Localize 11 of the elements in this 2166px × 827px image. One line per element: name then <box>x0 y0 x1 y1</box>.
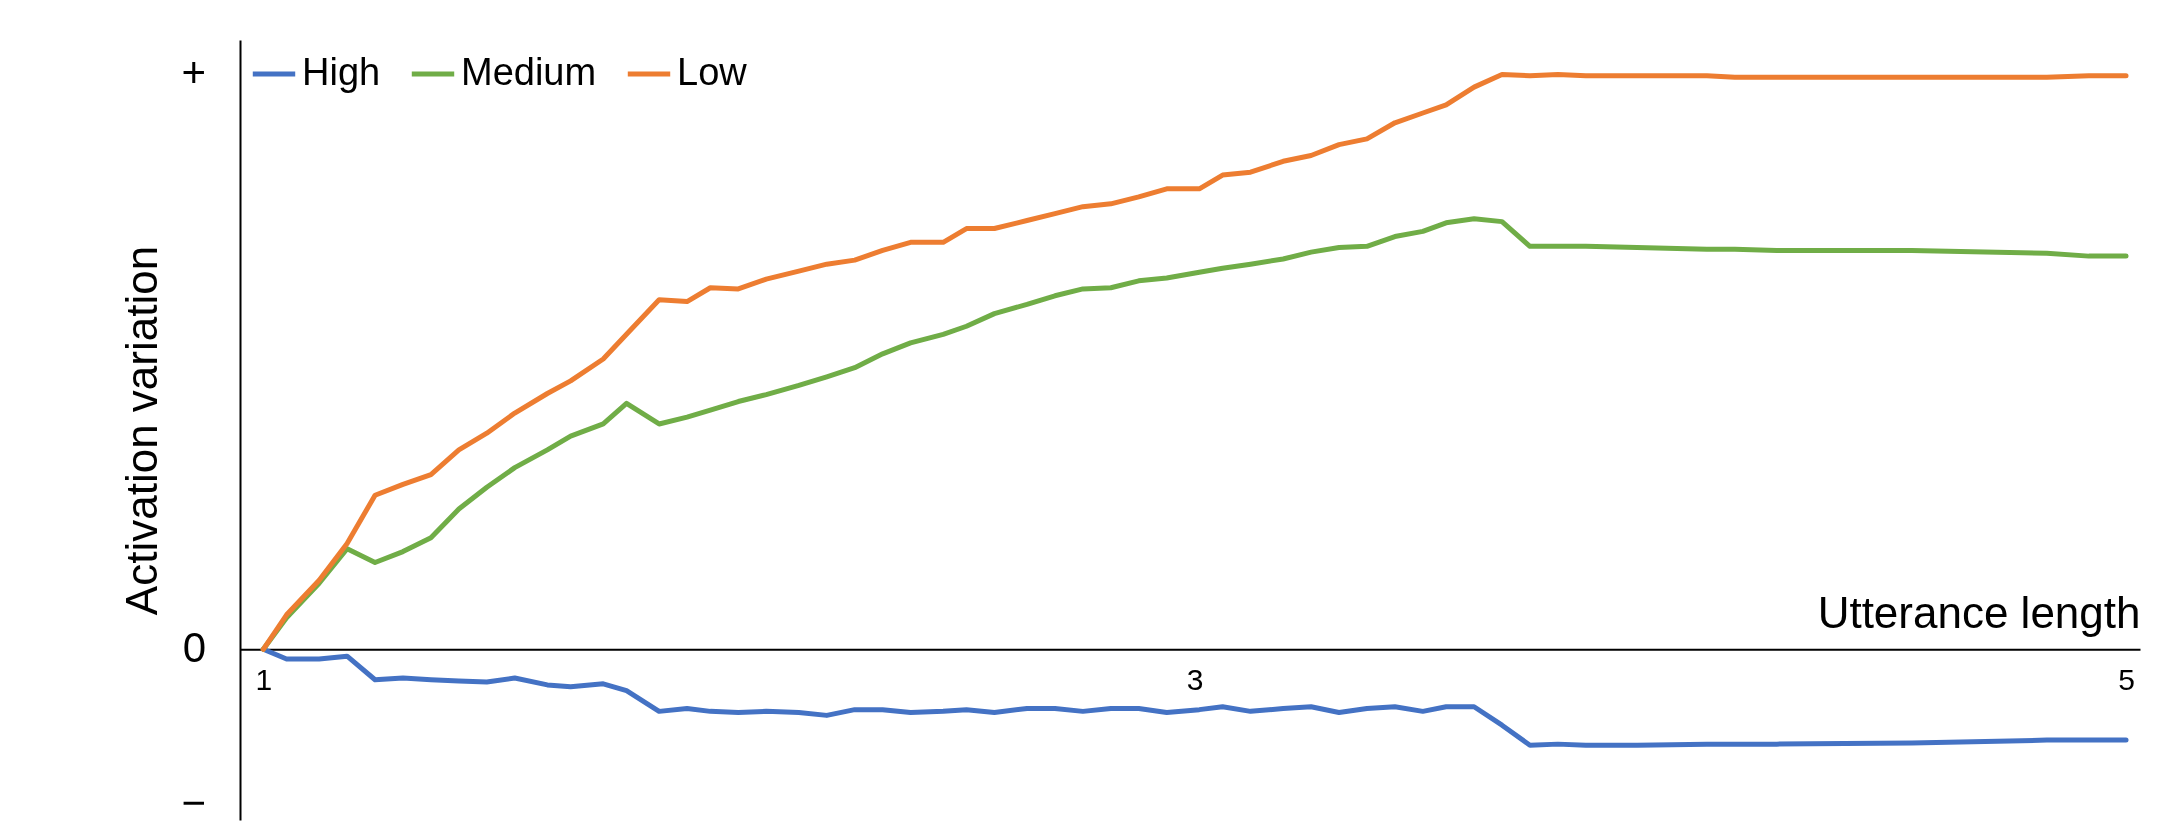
text: + <box>181 49 206 97</box>
x-tick-label: 1 <box>255 662 273 696</box>
x-tick-label: 5 <box>2118 662 2135 696</box>
text: − <box>181 779 206 827</box>
x-tick-label: 3 <box>1186 662 1204 696</box>
legend-label: Low <box>677 51 748 93</box>
x-axis-title: Utterance length <box>1817 587 2141 637</box>
legend-label: Medium <box>461 51 597 93</box>
legend-label: High <box>302 51 381 93</box>
text: 0 <box>182 624 206 672</box>
y-axis-title: Activation variation <box>116 245 166 616</box>
